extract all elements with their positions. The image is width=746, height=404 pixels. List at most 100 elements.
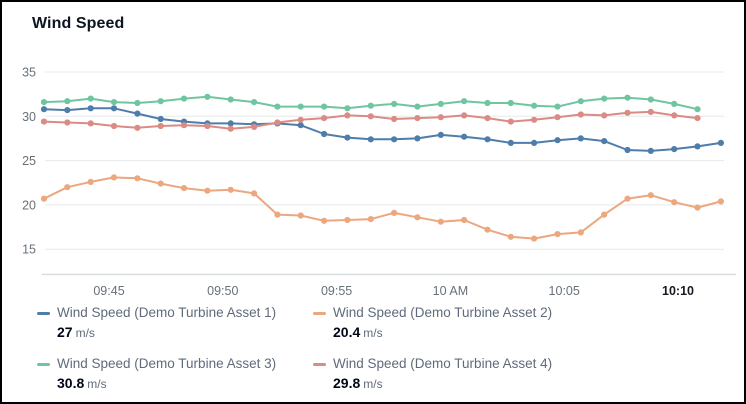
legend-value-row: 20.4 m/s [333,323,552,343]
data-point-asset-4 [227,125,234,132]
data-point-asset-3 [694,106,701,113]
data-point-asset-3 [227,96,234,103]
data-point-asset-3 [157,98,164,105]
data-point-asset-3 [321,103,328,110]
data-point-asset-2 [671,199,678,206]
data-point-asset-2 [577,229,584,236]
data-point-asset-3 [64,98,71,105]
data-point-asset-1 [717,139,725,146]
data-point-asset-1 [507,139,514,146]
data-point-asset-2 [367,216,374,223]
data-point-asset-2 [484,226,491,233]
data-point-asset-1 [87,105,94,112]
data-point-asset-2 [717,198,725,205]
data-point-asset-4 [694,115,701,122]
legend-item-asset-4[interactable]: Wind Speed (Demo Turbine Asset 4) 29.8 m/s [313,356,552,394]
y-tick-label: 20 [22,198,36,212]
legend-label-row: Wind Speed (Demo Turbine Asset 2) [313,305,552,322]
data-point-asset-3 [531,102,538,109]
data-point-asset-1 [461,133,468,140]
data-point-asset-4 [297,116,304,123]
legend-unit-label: m/s [87,376,107,391]
data-point-asset-1 [694,143,701,150]
data-point-asset-3 [671,100,678,107]
y-tick-label: 15 [22,243,36,257]
legend-series-label: Wind Speed (Demo Turbine Asset 3) [57,355,277,371]
data-point-asset-4 [87,120,94,127]
page-title: Wind Speed [32,15,125,32]
data-point-asset-2 [110,174,118,181]
data-point-asset-1 [624,146,631,154]
data-point-asset-2 [134,175,141,182]
series-line-asset-1 [43,107,722,152]
data-point-asset-4 [134,124,141,131]
data-point-asset-3 [461,98,468,105]
data-point-asset-2 [601,211,608,218]
data-point-asset-1 [577,135,584,142]
data-point-asset-3 [437,100,444,107]
legend-value-row: 29.8 m/s [333,374,552,394]
data-point-asset-2 [297,212,304,219]
data-point-asset-3 [274,103,281,110]
data-point-asset-1 [647,147,654,154]
data-point-asset-4 [204,122,211,130]
data-point-asset-4 [601,112,608,119]
y-tick-label: 35 [22,66,36,80]
legend-latest-value: 27 [57,323,73,340]
series-line-asset-2 [43,176,722,240]
legend-unit-label: m/s [75,325,95,340]
data-point-asset-3 [554,103,561,110]
data-point-asset-3 [647,96,654,103]
data-point-asset-2 [64,184,71,191]
data-point-asset-2 [531,235,538,242]
x-tick-label: 10:05 [549,284,580,298]
data-point-asset-2 [414,214,421,221]
data-point-asset-4 [554,114,561,121]
data-point-asset-1 [437,131,444,138]
legend-label-row: Wind Speed (Demo Turbine Asset 1) [37,305,313,322]
legend-item-asset-2[interactable]: Wind Speed (Demo Turbine Asset 2) 20.4 m/s [313,305,552,343]
data-point-asset-2 [180,185,188,192]
legend-line-marker-icon [37,362,50,366]
data-point-asset-4 [461,112,468,119]
data-point-asset-3 [414,103,421,110]
data-point-asset-1 [671,146,678,153]
data-point-asset-1 [484,136,491,143]
data-point-asset-3 [484,99,491,107]
data-point-asset-4 [391,115,398,123]
data-point-asset-3 [367,102,374,109]
legend-line-marker-icon [313,311,326,315]
data-point-asset-3 [110,99,118,106]
x-tick-label: 10 AM [433,284,468,298]
legend-label-row: Wind Speed (Demo Turbine Asset 4) [313,356,552,373]
data-point-asset-3 [204,93,211,100]
legend-item-asset-3[interactable]: Wind Speed (Demo Turbine Asset 3) 30.8 m/s [37,356,313,394]
wind-speed-chart[interactable]: 35 30 25 20 15 09:45 09:50 09:55 10 AM 10:05 10:10 [2,2,746,302]
data-point-asset-1 [414,135,421,142]
data-point-asset-2 [274,211,281,218]
legend-line-marker-icon [313,362,326,366]
legend-item-asset-1[interactable]: Wind Speed (Demo Turbine Asset 1) 27 m/s [37,305,313,343]
data-point-asset-1 [344,134,351,141]
data-point-asset-4 [437,114,444,121]
data-point-asset-2 [437,218,444,225]
data-point-asset-3 [577,98,584,105]
y-tick-label: 25 [22,154,36,168]
data-point-asset-4 [577,111,584,118]
data-point-asset-4 [157,122,164,130]
data-point-asset-4 [484,115,491,122]
data-point-asset-2 [391,209,398,216]
data-point-asset-1 [110,105,118,112]
data-point-asset-1 [157,115,164,123]
data-point-asset-4 [344,112,351,119]
data-point-asset-4 [321,115,328,122]
legend-label-row: Wind Speed (Demo Turbine Asset 3) [37,356,313,373]
data-point-asset-3 [601,95,608,102]
data-point-asset-3 [251,99,258,106]
legend-latest-value: 30.8 [57,374,85,391]
data-point-asset-1 [554,137,561,144]
data-point-asset-1 [40,106,48,113]
data-point-asset-3 [180,95,188,102]
data-point-asset-3 [624,94,631,101]
data-point-asset-4 [180,122,188,129]
